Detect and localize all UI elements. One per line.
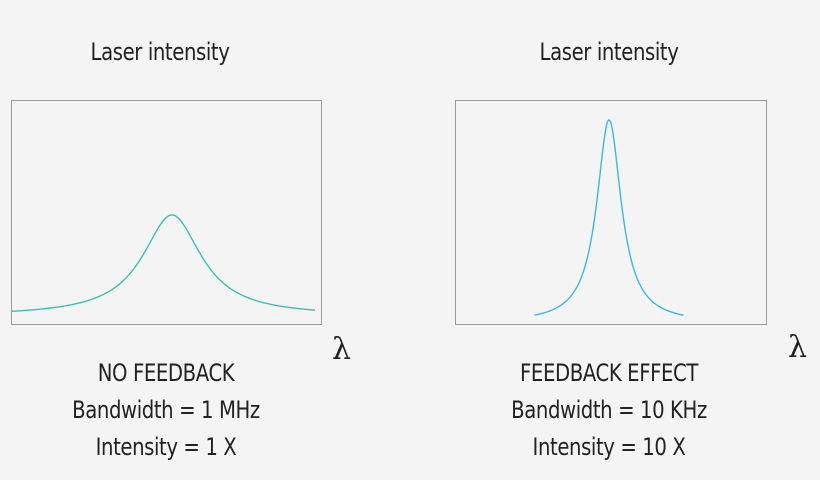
right-plot-frame	[455, 100, 767, 325]
broad-lorentzian-curve	[12, 214, 316, 312]
right-plot	[534, 118, 684, 316]
left-plot	[12, 214, 316, 312]
left-plot-frame	[11, 100, 322, 325]
right-caption-bandwidth: Bandwidth = 10 KHz	[511, 396, 707, 424]
left-wavelength-symbol: λ	[332, 332, 352, 367]
right-wavelength-symbol: λ	[788, 330, 808, 365]
left-caption-intensity: Intensity = 1 X	[95, 433, 237, 461]
left-caption: NO FEEDBACK Bandwidth = 1 MHz Intensity …	[35, 355, 297, 466]
left-panel-title: Laser intensity	[90, 38, 230, 66]
right-caption-intensity: Intensity = 10 X	[532, 433, 686, 461]
left-caption-bandwidth: Bandwidth = 1 MHz	[72, 396, 260, 424]
right-caption: FEEDBACK EFFECT Bandwidth = 10 KHz Inten…	[478, 355, 740, 466]
narrow-lorentzian-curve	[534, 118, 684, 316]
right-caption-heading: FEEDBACK EFFECT	[520, 359, 698, 387]
left-caption-heading: NO FEEDBACK	[97, 359, 235, 387]
right-panel-title: Laser intensity	[539, 38, 679, 66]
